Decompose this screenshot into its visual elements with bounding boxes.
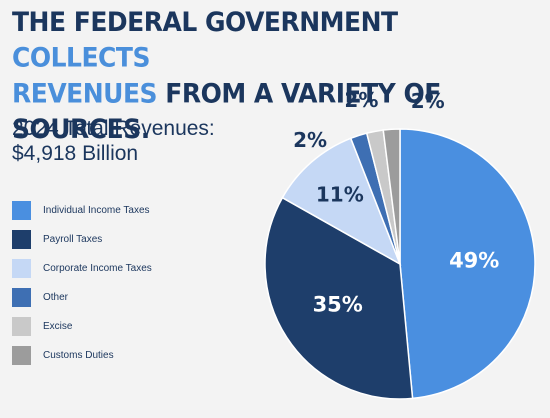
legend-item-excise: Excise xyxy=(12,316,232,336)
headline-accent-revenues: REVENUES xyxy=(12,77,158,109)
pie-label-individual-income-taxes: 49% xyxy=(449,249,499,273)
pie-slice-payroll-taxes xyxy=(264,196,414,400)
legend-item-customs-duties: Customs Duties xyxy=(12,345,232,365)
pie-label-customs-duties: 2% xyxy=(411,89,445,113)
legend-label: Payroll Taxes xyxy=(43,233,103,245)
legend-item-corporate-income-taxes: Corporate Income Taxes xyxy=(12,258,232,278)
legend-label: Customs Duties xyxy=(43,349,114,361)
pie-slice-individual-income-taxes xyxy=(399,128,536,400)
subtitle-line-1: 2024 Total Revenues: xyxy=(12,117,215,140)
legend-swatch xyxy=(12,200,31,220)
pie-label-corporate-income-taxes: 11% xyxy=(316,183,364,207)
pie-label-excise: 2% xyxy=(344,88,378,112)
headline: THE FEDERAL GOVERNMENT COLLECTS REVENUES … xyxy=(12,4,542,147)
pie-slice-customs-duties xyxy=(382,128,401,265)
legend-swatch xyxy=(12,229,31,249)
chart-subtitle: 2024 Total Revenues: $4,918 Billion xyxy=(12,116,215,166)
headline-part-2: FROM A VARIETY OF SOURCES. xyxy=(12,77,441,145)
headline-part-1: THE FEDERAL GOVERNMENT xyxy=(12,6,398,38)
legend-swatch xyxy=(12,316,31,336)
legend-item-payroll-taxes: Payroll Taxes xyxy=(12,229,232,249)
legend-item-other: Other xyxy=(12,287,232,307)
legend-label: Other xyxy=(43,291,69,303)
legend-swatch xyxy=(12,345,31,365)
pie-label-payroll-taxes: 35% xyxy=(313,292,363,316)
headline-accent-collects: COLLECTS xyxy=(12,41,150,74)
subtitle-line-2: $4,918 Billion xyxy=(12,142,139,165)
legend-item-individual-income-taxes: Individual Income Taxes xyxy=(12,200,232,220)
legend-label: Individual Income Taxes xyxy=(43,204,150,216)
legend-swatch xyxy=(12,258,31,278)
legend-label: Excise xyxy=(43,320,73,332)
legend-label: Corporate Income Taxes xyxy=(43,262,152,274)
pie-label-other: 2% xyxy=(293,128,327,152)
pie-slice-corporate-income-taxes xyxy=(281,137,402,266)
legend-swatch xyxy=(12,287,31,307)
